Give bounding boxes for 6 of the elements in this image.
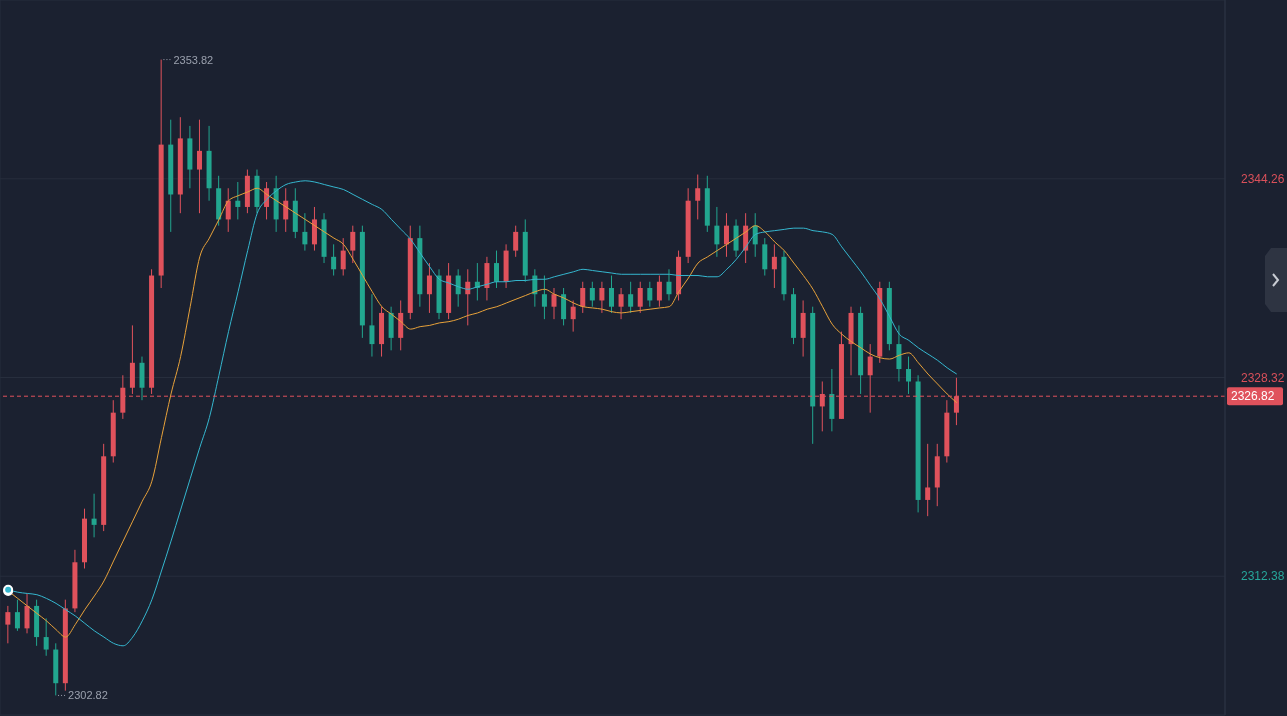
y-tick-label: 2344.26 (1241, 171, 1285, 186)
annotation: 2302.82 (68, 689, 108, 702)
y-tick-label: 2312.38 (1241, 569, 1285, 584)
ref-line-label: 2326.82 (1231, 389, 1275, 404)
annotation: 2353.82 (173, 53, 214, 66)
y-tick-label: 2328.32 (1241, 370, 1285, 385)
